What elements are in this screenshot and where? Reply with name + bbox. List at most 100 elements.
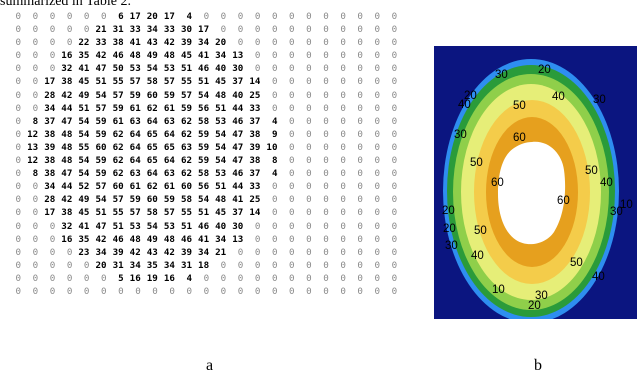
grid-row: 0 0 34 44 52 57 60 61 62 61 60 56 51 44 33 0 0 0 0 0 0 0 0: [4, 180, 398, 193]
grid-row: 0 0 0 0 23 34 39 42 43 42 39 34 21 0 0 0 0 0 0 0 0 0 0: [4, 246, 398, 259]
grid-cell: 0: [340, 285, 346, 297]
grid-cell: 48: [163, 233, 175, 245]
grid-cell: 47: [95, 63, 107, 75]
grid-cell: 0: [306, 37, 312, 49]
grid-cell: 0: [49, 233, 56, 245]
grid-cell: 46: [198, 63, 210, 75]
grid-cell: 63: [129, 115, 141, 127]
grid-cell: 0: [32, 233, 39, 245]
grid-cell: 14: [249, 76, 261, 88]
grid-cell: 57: [95, 102, 107, 114]
grid-cell: 0: [357, 128, 363, 140]
grid-cell: 0: [357, 220, 363, 232]
grid-cell: 45: [215, 207, 227, 219]
grid-cell: 42: [129, 246, 141, 258]
grid-cell: 0: [32, 11, 39, 22]
grid-cell: 0: [357, 168, 363, 180]
grid-cell: 48: [215, 89, 227, 101]
grid-cell: 30: [232, 63, 244, 75]
grid-cell: 41: [198, 233, 210, 245]
grid-cell: 54: [78, 168, 90, 180]
grid-cell: 0: [374, 207, 381, 219]
grid-cell: 60: [146, 194, 158, 206]
grid-cell: 0: [340, 220, 346, 232]
grid-cell: 48: [61, 155, 73, 167]
grid-cell: 34: [215, 233, 227, 245]
grid-cell: 0: [289, 50, 295, 62]
grid-cell: 0: [32, 89, 39, 101]
grid-cell: 0: [49, 246, 56, 258]
grid-cell: 49: [146, 50, 158, 62]
grid-cell: 0: [391, 141, 398, 153]
grid-cell: 0: [289, 285, 295, 297]
grid-cell: 0: [323, 11, 329, 22]
grid-cell: 0: [374, 259, 381, 271]
grid-cell: 0: [340, 246, 346, 258]
grid-cell: 0: [289, 115, 295, 127]
grid-cell: 0: [271, 89, 278, 101]
grid-cell: 61: [129, 181, 141, 193]
grid-cell: 0: [391, 285, 398, 297]
contour-label: 20: [528, 300, 541, 312]
grid-cell: 0: [32, 37, 39, 49]
grid-cell: 0: [289, 194, 295, 206]
grid-cell: 0: [254, 233, 261, 245]
grid-cell: 40: [215, 63, 227, 75]
grid-cell: 0: [340, 155, 346, 167]
grid-cell: 57: [95, 181, 107, 193]
grid-cell: 59: [163, 89, 175, 101]
grid-cell: 0: [15, 220, 22, 232]
grid-cell: 42: [95, 50, 107, 62]
grid-cell: 0: [306, 76, 312, 88]
grid-cell: 0: [357, 181, 363, 193]
grid-cell: 51: [215, 102, 227, 114]
grid-row: 0 0 0 16 35 42 46 48 49 48 45 41 34 13 0 0 0 0 0 0 0 0 0: [4, 49, 398, 62]
grid-cell: 0: [391, 207, 398, 219]
contour-label: 30: [535, 290, 548, 302]
grid-cell: 0: [271, 181, 278, 193]
grid-cell: 53: [163, 220, 175, 232]
grid-cell: 17: [44, 76, 56, 88]
grid-cell: 50: [112, 63, 124, 75]
grid-cell: 47: [232, 128, 244, 140]
grid-cell: 0: [323, 181, 329, 193]
grid-cell: 0: [271, 233, 278, 245]
grid-row: 0 0 0 32 41 47 50 53 54 53 51 46 40 30 0 0 0 0 0 0 0 0 0: [4, 62, 398, 75]
grid-cell: 65: [146, 141, 158, 153]
grid-cell: 0: [66, 24, 73, 36]
grid-cell: 4: [271, 168, 278, 180]
grid-cell: 0: [306, 220, 312, 232]
grid-cell: 57: [112, 89, 124, 101]
grid-cell: 64: [129, 128, 141, 140]
grid-cell: 39: [180, 37, 193, 49]
grid-cell: 62: [180, 128, 193, 140]
grid-cell: 63: [163, 115, 175, 127]
grid-cell: 0: [357, 76, 363, 88]
grid-cell: 8: [32, 115, 39, 127]
grid-cell: 34: [95, 246, 107, 258]
grid-cell: 37: [232, 207, 244, 219]
grid-cell: 8: [32, 168, 39, 180]
grid-cell: 0: [15, 63, 22, 75]
grid-cell: 47: [232, 141, 244, 153]
grid-cell: 41: [129, 37, 141, 49]
grid-cell: 0: [391, 259, 398, 271]
grid-cell: 0: [306, 89, 312, 101]
grid-cell: 37: [232, 76, 244, 88]
grid-cell: 62: [112, 168, 124, 180]
grid-cell: 0: [357, 50, 363, 62]
grid-cell: 43: [146, 246, 158, 258]
contour-label: 40: [552, 91, 565, 103]
grid-cell: 0: [15, 285, 22, 297]
grid-cell: 22: [78, 37, 90, 49]
grid-cell: 0: [271, 207, 278, 219]
grid-cell: 0: [15, 141, 22, 153]
grid-cell: 0: [203, 285, 210, 297]
grid-cell: 0: [340, 272, 346, 284]
grid-cell: 0: [374, 115, 381, 127]
grid-cell: 0: [323, 155, 329, 167]
grid-cell: 0: [374, 76, 381, 88]
grid-cell: 0: [323, 220, 329, 232]
grid-cell: 34: [198, 246, 210, 258]
